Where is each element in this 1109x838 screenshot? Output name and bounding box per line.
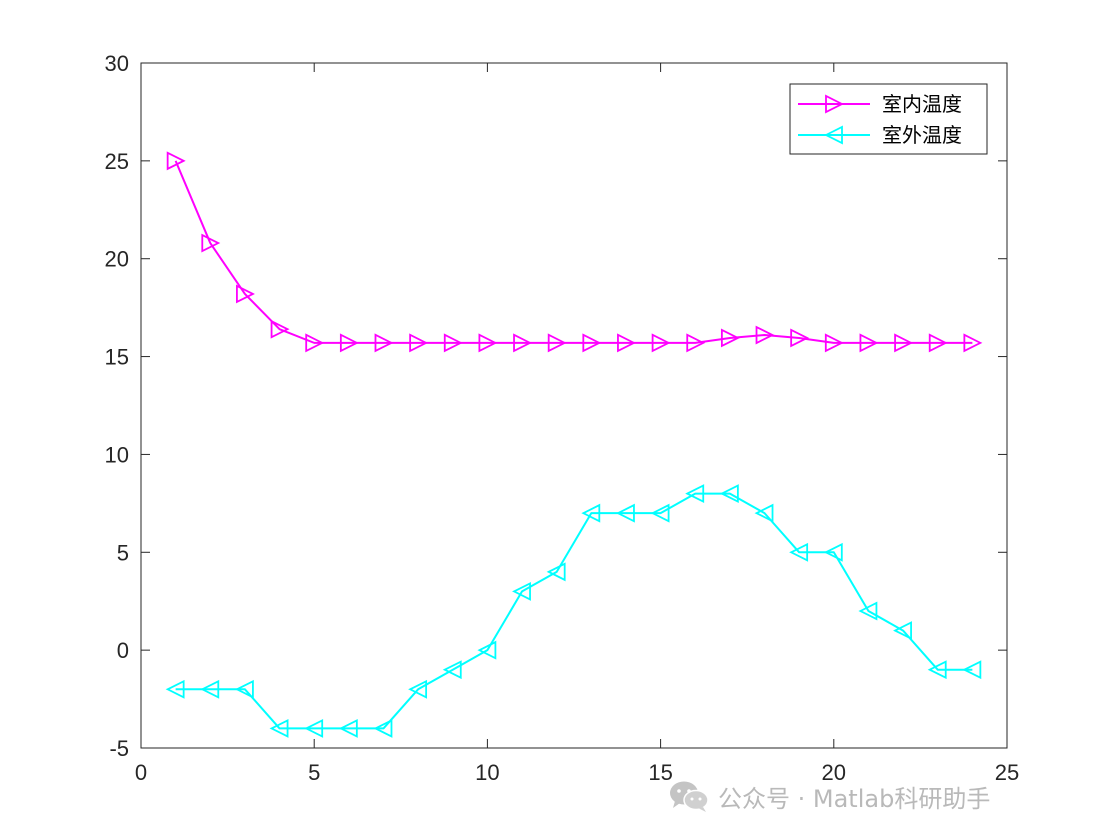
plot-area — [165, 151, 983, 738]
data-point — [962, 660, 982, 680]
data-point — [686, 333, 706, 353]
y-tick-label: 30 — [105, 51, 129, 76]
data-point — [201, 233, 221, 253]
watermark-text: 公众号 · Matlab科研助手 — [718, 784, 991, 813]
legend-label: 室外温度 — [882, 123, 962, 147]
x-tick-label: 0 — [135, 760, 147, 785]
data-point — [513, 333, 533, 353]
data-point — [893, 621, 912, 641]
data-point — [824, 333, 844, 353]
y-tick-label: 20 — [105, 247, 129, 272]
data-point — [512, 581, 531, 601]
data-point — [823, 542, 843, 562]
data-point — [339, 333, 359, 353]
data-point — [650, 503, 670, 523]
data-point — [789, 542, 809, 562]
data-point — [685, 484, 705, 504]
data-point — [963, 333, 983, 353]
y-tick-label: 5 — [117, 540, 129, 565]
data-point — [478, 333, 498, 353]
data-point — [200, 679, 220, 699]
watermark: 公众号 · Matlab科研助手 — [668, 776, 990, 816]
y-tick-label: -5 — [109, 736, 129, 761]
data-point — [236, 284, 255, 304]
data-point — [651, 333, 671, 353]
series-line — [174, 160, 973, 344]
x-tick-label: 10 — [475, 760, 499, 785]
series-2 — [165, 484, 982, 738]
legend-label: 室内温度 — [882, 92, 962, 116]
data-point — [927, 660, 947, 680]
data-point — [859, 333, 879, 353]
data-point — [719, 484, 739, 504]
y-tick-label: 25 — [105, 149, 129, 174]
legend-box — [789, 83, 988, 155]
axes-box — [140, 62, 1008, 749]
data-point — [443, 333, 463, 353]
data-point — [304, 718, 324, 738]
data-point — [754, 503, 774, 523]
x-tick-label: 5 — [308, 760, 320, 785]
data-point — [928, 333, 948, 353]
data-point — [477, 640, 497, 660]
legend-entry-1: 室内温度 — [798, 92, 962, 116]
data-point — [166, 151, 186, 171]
data-point — [547, 333, 567, 353]
data-point — [582, 333, 602, 353]
data-point — [858, 601, 878, 621]
data-point — [234, 679, 254, 699]
wechat-icon — [670, 781, 709, 812]
data-point — [755, 325, 775, 345]
series-line — [175, 492, 973, 730]
x-tick-label: 20 — [822, 760, 846, 785]
legend-marker — [825, 94, 845, 114]
data-point — [581, 503, 601, 523]
data-point — [408, 679, 428, 699]
data-point — [720, 328, 740, 348]
y-tick-label: 15 — [105, 345, 129, 370]
y-tick-label: 0 — [117, 638, 129, 663]
data-point — [546, 562, 566, 582]
data-point — [373, 718, 393, 738]
data-point — [165, 679, 185, 699]
data-point — [269, 718, 289, 738]
legend-entry-2: 室外温度 — [798, 123, 962, 147]
series-1 — [166, 151, 983, 353]
data-point — [270, 319, 290, 339]
data-point — [790, 328, 810, 348]
legend-marker — [823, 125, 843, 145]
data-point — [442, 660, 462, 680]
data-point — [615, 503, 635, 523]
x-tick-label: 25 — [995, 760, 1019, 785]
data-point — [894, 333, 914, 353]
data-point — [617, 333, 636, 353]
y-tick-label: 10 — [105, 442, 129, 467]
data-point — [305, 333, 325, 353]
x-tick-label: 15 — [648, 760, 672, 785]
data-point — [374, 333, 394, 353]
data-point — [409, 333, 429, 353]
data-point — [338, 718, 358, 738]
